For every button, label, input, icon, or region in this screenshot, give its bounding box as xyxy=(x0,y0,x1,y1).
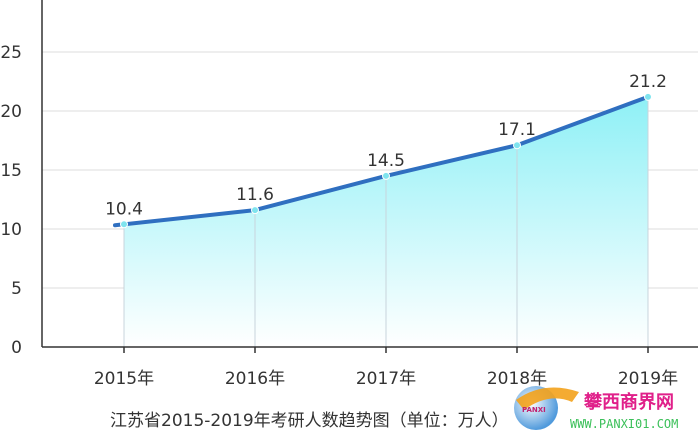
y-tick-label: 15 xyxy=(0,161,22,181)
data-point xyxy=(382,171,390,180)
watermark-logo-text: PANXI xyxy=(522,406,546,414)
watermark: PANXI 攀西商界网 WWW.PANXI01.COM xyxy=(514,386,678,431)
watermark-text: 攀西商界网 xyxy=(583,391,674,413)
watermark-url: WWW.PANXI01.COM xyxy=(570,417,678,431)
logo-swoosh-icon xyxy=(516,387,579,410)
y-tick-label: 5 xyxy=(11,279,22,299)
data-label: 10.4 xyxy=(105,199,143,219)
data-point xyxy=(251,206,259,215)
x-tick-label: 2017年 xyxy=(356,369,416,389)
data-label: 11.6 xyxy=(236,185,274,205)
x-tick-label: 2015年 xyxy=(94,369,154,389)
data-label: 14.5 xyxy=(367,151,405,171)
vertical-guides xyxy=(123,96,649,347)
chart-title: 江苏省2015-2019年考研人数趋势图（单位：万人） xyxy=(110,411,509,431)
x-tick-label: 2016年 xyxy=(225,369,285,389)
data-point xyxy=(120,220,128,229)
data-label: 17.1 xyxy=(498,120,536,140)
y-tick-label: 0 xyxy=(11,338,22,358)
data-point xyxy=(513,141,521,150)
x-tick-label: 2019年 xyxy=(618,369,678,389)
data-label: 21.2 xyxy=(629,72,667,92)
y-tick-label: 25 xyxy=(0,43,22,63)
y-tick-label: 20 xyxy=(0,102,22,122)
x-tick-label: 2018年 xyxy=(487,369,547,389)
data-point xyxy=(644,92,652,101)
y-tick-label: 10 xyxy=(0,220,22,240)
